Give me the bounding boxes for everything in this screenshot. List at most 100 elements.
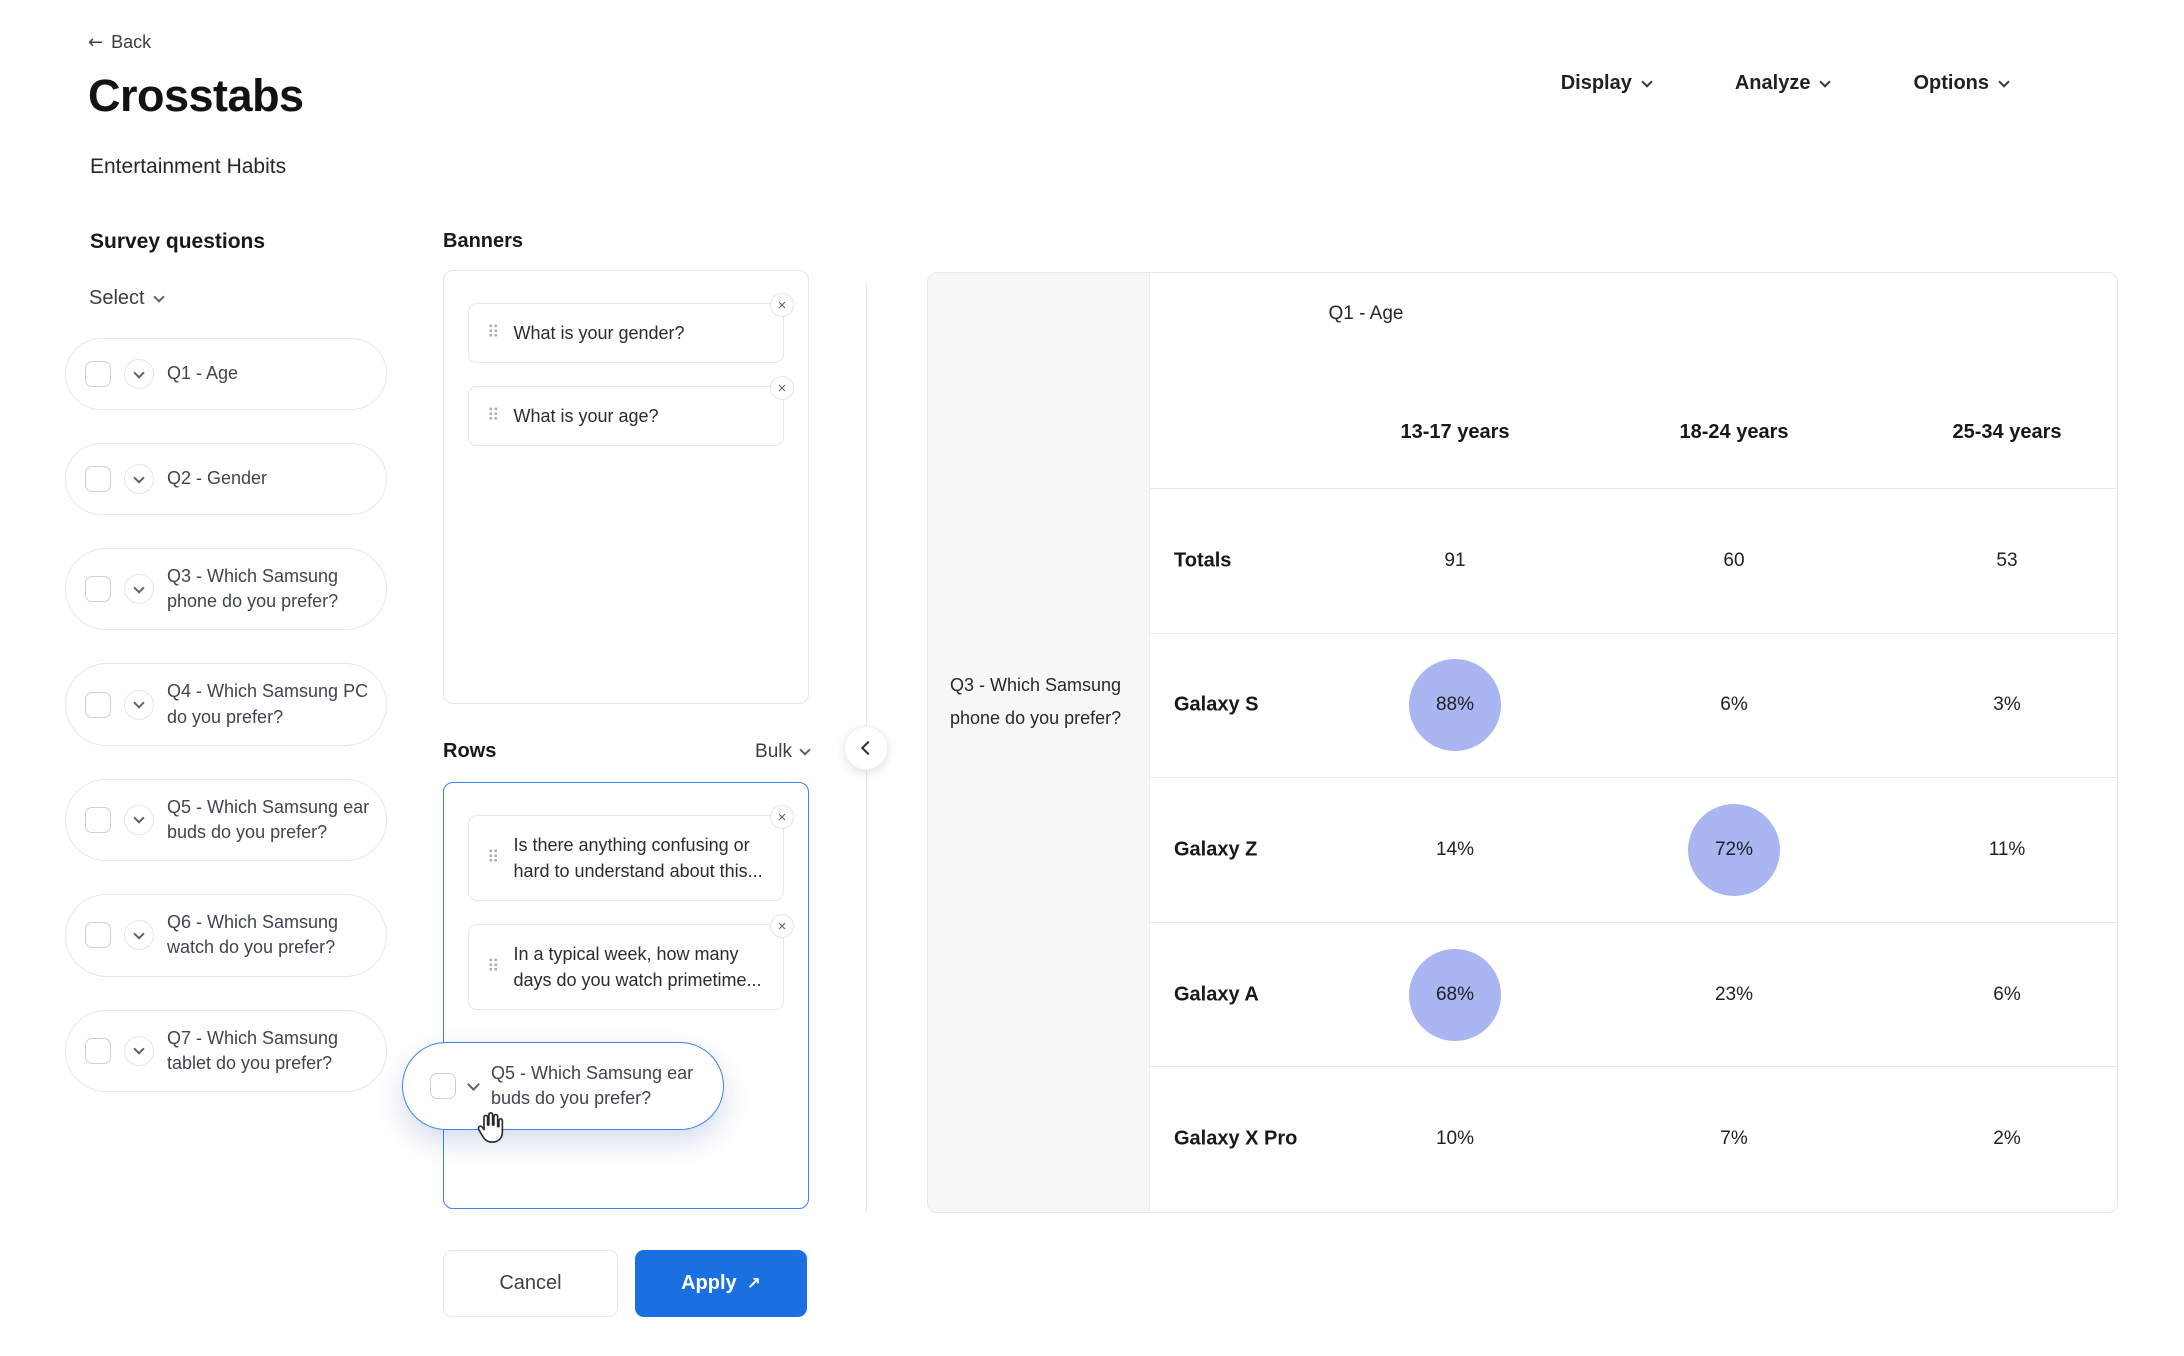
question-pill-q5[interactable]: Q5 - Which Samsung ear buds do you prefe… — [65, 778, 387, 862]
builder-actions: Cancel Apply ↗ — [443, 1250, 807, 1317]
table-row-galaxy-z: Galaxy Z 14% 72% 11% — [1150, 777, 2117, 922]
table-cell: 10% — [1435, 1128, 1475, 1150]
chevron-down-icon — [1998, 75, 2010, 88]
column-header: 25-34 years — [1952, 421, 2062, 443]
checkbox[interactable] — [85, 691, 111, 718]
table-cell: 11% — [1988, 838, 2026, 860]
drag-handle-icon[interactable]: ⠿ — [487, 847, 500, 868]
row-question-label: Q3 - Which Samsung phone do you prefer? — [950, 675, 1122, 729]
drag-handle-icon[interactable]: ⠿ — [487, 956, 500, 977]
table-body: Totals 91 60 53 Galaxy S 88% 6% 3% Galax… — [1150, 488, 2117, 1211]
drag-handle-icon[interactable]: ⠿ — [487, 405, 500, 426]
banners-heading: Banners — [443, 230, 524, 252]
highlight-circle — [1409, 948, 1501, 1041]
table-cell: 6% — [1720, 694, 1748, 716]
table-cell: 60 — [1723, 549, 1745, 571]
table-cell: 6% — [1993, 983, 2021, 1005]
table-row-galaxy-s: Galaxy S 88% 6% 3% — [1150, 632, 2117, 778]
expand-chevron-button[interactable] — [124, 804, 154, 835]
row-card[interactable]: ⠿ Is there anything confusing or hard to… — [468, 805, 794, 902]
menu-analyze[interactable]: Analyze — [1735, 72, 1832, 95]
chevron-down-icon — [1819, 75, 1832, 88]
chevron-down-icon — [133, 697, 145, 709]
question-pill-q4[interactable]: Q4 - Which Samsung PC do you prefer? — [65, 663, 387, 746]
expand-chevron-button[interactable] — [124, 1035, 154, 1066]
cancel-button[interactable]: Cancel — [443, 1250, 618, 1317]
checkbox[interactable] — [430, 1073, 456, 1099]
select-dropdown[interactable]: Select — [89, 287, 165, 310]
rows-drop-zone[interactable]: ⠿ Is there anything confusing or hard to… — [443, 782, 809, 1209]
question-pill-q2[interactable]: Q2 - Gender — [65, 443, 387, 515]
checkbox[interactable] — [85, 466, 111, 492]
expand-chevron-button[interactable] — [124, 464, 154, 494]
question-list: Q1 - Age Q2 - Gender Q3 - Which Samsung … — [65, 338, 387, 1092]
checkbox[interactable] — [85, 922, 111, 949]
expand-chevron-button[interactable] — [124, 359, 154, 389]
checkbox[interactable] — [85, 361, 111, 387]
banner-card[interactable]: ⠿ What is your age? × — [468, 376, 794, 447]
table-row-galaxy-a: Galaxy A 68% 23% 6% — [1150, 921, 2117, 1067]
row-question-column: Q3 - Which Samsung phone do you prefer? — [928, 273, 1150, 1212]
apply-button[interactable]: Apply ↗ — [635, 1250, 807, 1317]
expand-chevron-button[interactable] — [124, 689, 154, 720]
chevron-down-icon — [1641, 75, 1653, 88]
table-row-totals: Totals 91 60 53 — [1150, 488, 2117, 633]
chevron-down-icon — [133, 471, 145, 484]
remove-banner-button[interactable]: × — [770, 376, 794, 401]
collapse-panel-button[interactable] — [844, 726, 888, 770]
back-link[interactable]: ← Back — [88, 32, 151, 53]
column-header: 13-17 years — [1400, 421, 1510, 443]
question-pill-q7[interactable]: Q7 - Which Samsung tablet do you prefer? — [65, 1009, 387, 1092]
banners-drop-zone[interactable]: ⠿ What is your gender? × ⠿ What is your … — [443, 270, 809, 704]
page-title: Crosstabs — [88, 70, 304, 121]
table-cell: 3% — [1993, 694, 2021, 716]
chevron-down-icon — [133, 928, 145, 940]
question-pill-q1[interactable]: Q1 - Age — [65, 338, 387, 410]
external-arrow-icon: ↗ — [746, 1273, 761, 1294]
banner-question-label: Q1 - Age — [1328, 303, 1404, 324]
row-card[interactable]: ⠿ In a typical week, how many days do yo… — [468, 914, 794, 1011]
table-cell: 91 — [1444, 549, 1466, 571]
question-pill-q3[interactable]: Q3 - Which Samsung phone do you prefer? — [65, 548, 387, 631]
expand-chevron-button[interactable] — [124, 920, 154, 951]
remove-row-button[interactable]: × — [770, 914, 794, 939]
bulk-dropdown[interactable]: Bulk — [755, 741, 811, 763]
menu-display[interactable]: Display — [1561, 72, 1653, 95]
page-subtitle: Entertainment Habits — [90, 155, 287, 178]
crosstab-content: Q1 - Age 13-17 years 18-24 years 25-34 y… — [1150, 273, 2117, 1212]
table-cell: 14% — [1435, 838, 1475, 860]
back-label: Back — [111, 32, 152, 52]
table-cell: 7% — [1720, 1128, 1748, 1150]
highlight-circle — [1409, 659, 1501, 752]
checkbox[interactable] — [85, 576, 111, 603]
chevron-down-icon — [133, 812, 145, 825]
remove-row-button[interactable]: × — [770, 805, 794, 829]
chevron-down-icon — [799, 743, 811, 756]
chevron-down-icon — [152, 290, 165, 303]
checkbox[interactable] — [85, 806, 111, 833]
top-menu-bar: Display Analyze Options — [1561, 72, 2010, 95]
hand-cursor-icon — [477, 1111, 504, 1143]
dragged-question-pill[interactable]: Q5 - Which Samsung ear buds do you prefe… — [402, 1042, 724, 1130]
checkbox[interactable] — [85, 1037, 111, 1064]
table-row-galaxy-x-pro: Galaxy X Pro 10% 7% 2% — [1150, 1066, 2117, 1211]
crosstab-table: Q3 - Which Samsung phone do you prefer? … — [927, 272, 2118, 1213]
remove-banner-button[interactable]: × — [770, 293, 794, 317]
table-cell: 68% — [1400, 945, 1510, 1045]
rows-heading: Rows — [443, 740, 497, 762]
rows-header: Rows Bulk — [443, 740, 811, 763]
table-cell: 53 — [1996, 549, 2018, 571]
column-header: 18-24 years — [1679, 421, 1789, 443]
survey-questions-heading: Survey questions — [90, 230, 266, 253]
banner-card[interactable]: ⠿ What is your gender? × — [468, 293, 794, 364]
chevron-down-icon — [133, 1043, 145, 1055]
table-cell: 23% — [1714, 983, 1754, 1005]
question-pill-q6[interactable]: Q6 - Which Samsung watch do you prefer? — [65, 894, 387, 977]
chevron-down-icon — [133, 582, 145, 594]
drag-handle-icon[interactable]: ⠿ — [487, 322, 500, 343]
table-cell: 72% — [1679, 800, 1789, 900]
menu-options[interactable]: Options — [1913, 72, 2010, 95]
table-cell: 88% — [1400, 655, 1510, 755]
expand-chevron-button[interactable] — [124, 574, 154, 605]
